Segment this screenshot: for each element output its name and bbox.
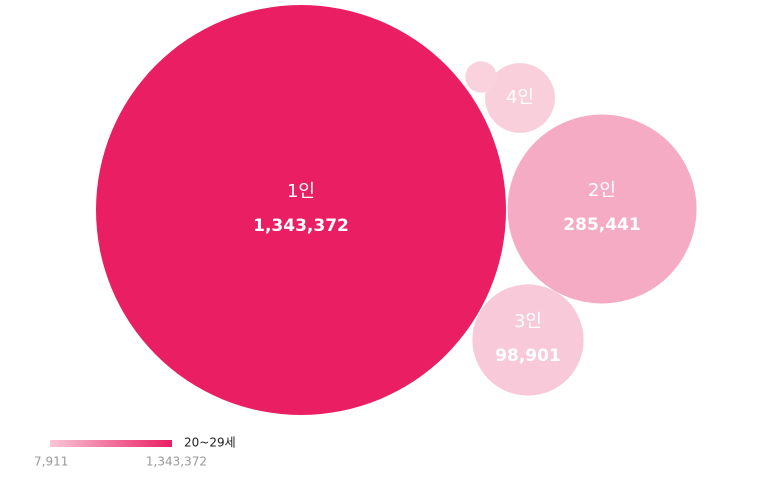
colorbar [50,440,172,447]
bubble-value: 1,343,372 [253,216,349,236]
bubble-category: 1인 [287,181,315,202]
colorbar-max-label: 1,343,372 [146,455,207,469]
legend-label: 20~29세 [184,436,236,450]
bubble-category: 4인 [506,87,534,108]
bubble-category: 2인 [588,180,616,201]
bubble [472,284,584,396]
bubble-value: 285,441 [563,215,640,235]
bubble [465,61,497,93]
bubble [485,63,555,133]
bubble-value: 98,901 [495,346,561,366]
colorbar-min-label: 7,911 [34,455,68,469]
bubble [507,114,697,304]
bubble [96,5,506,415]
bubble-category: 3인 [514,311,542,332]
